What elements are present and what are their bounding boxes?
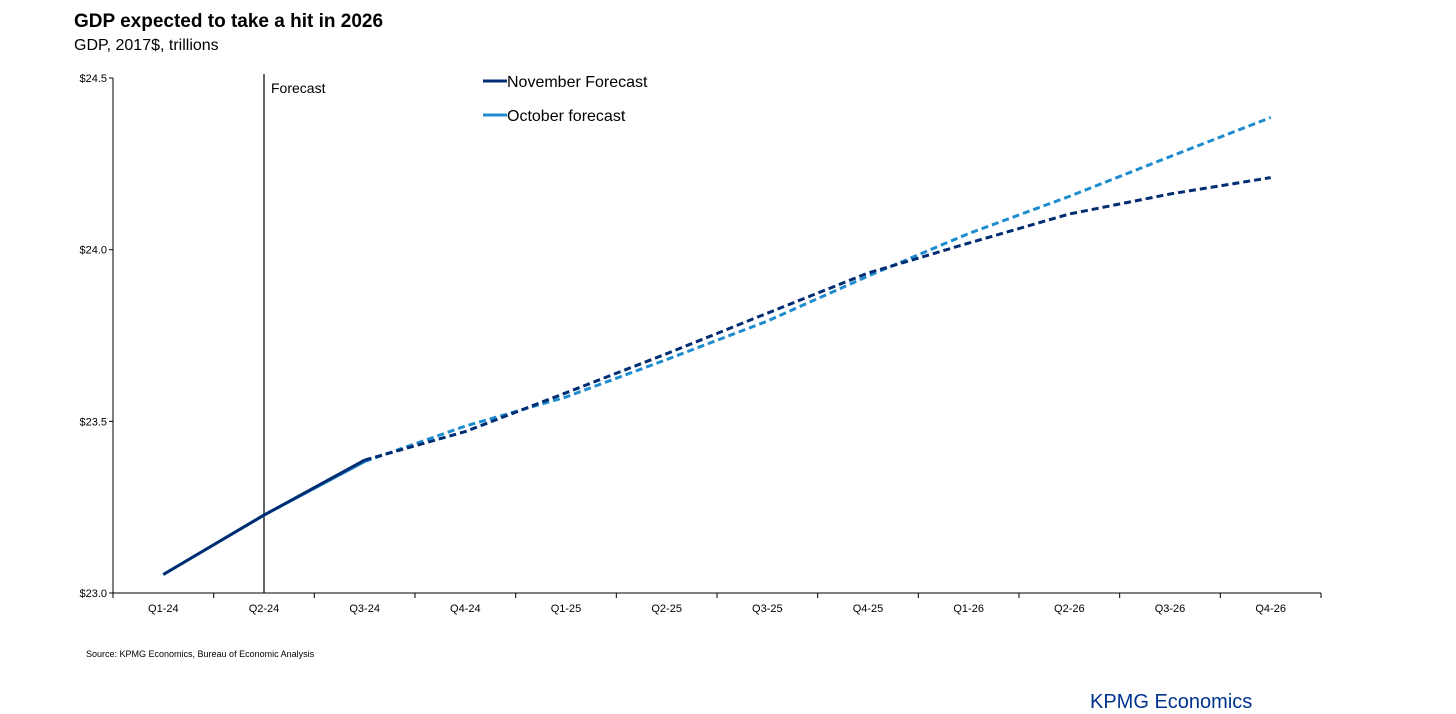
x-tick-label: Q4-24: [450, 603, 481, 615]
series-lines: [163, 117, 1271, 574]
y-tick-label: $23.5: [79, 416, 107, 428]
y-tick-label: $24.5: [79, 73, 107, 85]
legend: November Forecast October forecast: [483, 74, 648, 125]
x-tick-label: Q3-24: [349, 603, 380, 615]
y-tick-label: $23.0: [79, 588, 107, 600]
x-tick-label: Q1-25: [551, 603, 582, 615]
legend-label: October forecast: [507, 108, 626, 125]
x-tick-label: Q2-26: [1054, 603, 1085, 615]
x-ticks: Q1-24 Q2-24 Q3-24 Q4-24 Q1-25 Q2-25 Q3-25 Q4-25…: [113, 593, 1321, 615]
x-tick-label: Q1-26: [953, 603, 984, 615]
x-tick-label: Q3-25: [752, 603, 783, 615]
x-tick-label: Q2-25: [651, 603, 682, 615]
series-november-forecast-forecast-line: [365, 178, 1271, 461]
x-tick-label: Q1-24: [148, 603, 179, 615]
x-tick-label: Q2-24: [249, 603, 280, 615]
series-october-forecast-forecast-line: [365, 118, 1271, 462]
source-note: Source: KPMG Economics, Bureau of Econom…: [86, 649, 314, 659]
brand-label: KPMG Economics: [1090, 691, 1252, 714]
x-tick-label: Q4-25: [853, 603, 884, 615]
y-ticks: $23.0 $23.5 $24.0 $24.5: [79, 73, 113, 600]
x-tick-label: Q3-26: [1155, 603, 1186, 615]
y-tick-label: $24.0: [79, 245, 107, 257]
legend-label: November Forecast: [507, 74, 648, 91]
forecast-marker: Forecast: [264, 74, 326, 593]
forecast-label: Forecast: [271, 80, 326, 96]
x-tick-label: Q4-26: [1255, 603, 1286, 615]
